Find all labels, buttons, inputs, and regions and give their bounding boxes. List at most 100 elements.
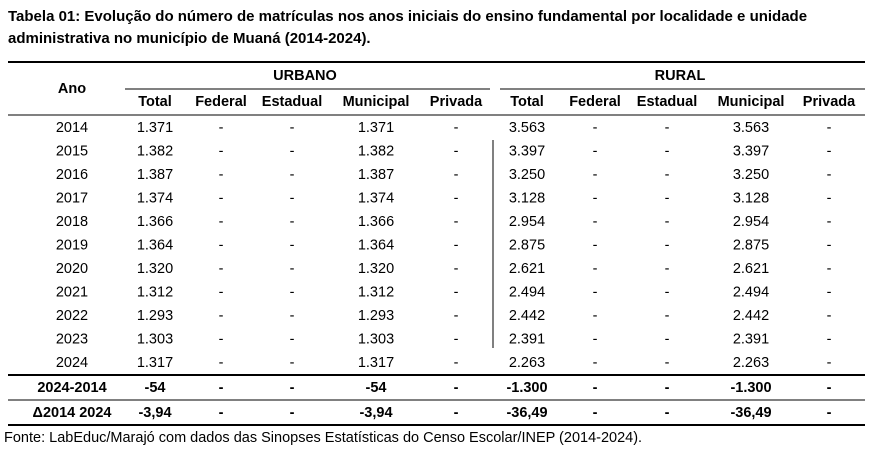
cell: 3.563 xyxy=(733,120,769,136)
cell: 1.303 xyxy=(358,331,394,347)
cell: 1.374 xyxy=(358,190,394,206)
cell: 2.442 xyxy=(509,308,545,324)
cell: - xyxy=(827,214,832,230)
year-cell: 2024 xyxy=(56,355,88,371)
column-header: Municipal xyxy=(343,94,410,110)
cell: - xyxy=(454,143,459,159)
summary-cell: - xyxy=(290,405,295,421)
cell: - xyxy=(827,167,832,183)
summary-cell: 2024-2014 xyxy=(37,380,106,396)
cell: - xyxy=(219,190,224,206)
summary-cell: - xyxy=(593,405,598,421)
cell: - xyxy=(593,120,598,136)
summary-cell: - xyxy=(454,405,459,421)
summary-cell: - xyxy=(665,405,670,421)
cell: - xyxy=(827,120,832,136)
cell: - xyxy=(593,167,598,183)
cell: - xyxy=(290,190,295,206)
cell: - xyxy=(593,308,598,324)
cell: 2.621 xyxy=(509,261,545,277)
cell: - xyxy=(665,237,670,253)
cell: - xyxy=(290,143,295,159)
cell: 2.263 xyxy=(509,355,545,371)
cell: 1.387 xyxy=(358,167,394,183)
cell: 1.320 xyxy=(358,261,394,277)
cell: 1.293 xyxy=(137,308,173,324)
cell: - xyxy=(454,308,459,324)
cell: 1.374 xyxy=(137,190,173,206)
cell: 2.442 xyxy=(733,308,769,324)
cell: - xyxy=(665,331,670,347)
column-header: Total xyxy=(510,94,544,110)
cell: 3.563 xyxy=(509,120,545,136)
cell: 1.366 xyxy=(137,214,173,230)
summary-cell: Δ2014 2024 xyxy=(33,405,112,421)
column-header: Estadual xyxy=(262,94,322,110)
cell: 1.303 xyxy=(137,331,173,347)
group-header: RURAL xyxy=(655,68,706,84)
cell: 1.366 xyxy=(358,214,394,230)
summary-cell: - xyxy=(827,405,832,421)
cell: - xyxy=(665,190,670,206)
cell: - xyxy=(593,237,598,253)
cell: 3.397 xyxy=(733,143,769,159)
cell: - xyxy=(290,261,295,277)
cell: - xyxy=(219,214,224,230)
year-cell: 2019 xyxy=(56,237,88,253)
cell: 2.621 xyxy=(733,261,769,277)
summary-cell: - xyxy=(290,380,295,396)
cell: - xyxy=(290,284,295,300)
cell: 3.397 xyxy=(509,143,545,159)
cell: - xyxy=(665,308,670,324)
cell: 1.320 xyxy=(137,261,173,277)
cell: 1.371 xyxy=(137,120,173,136)
year-cell: 2017 xyxy=(56,190,88,206)
cell: - xyxy=(219,143,224,159)
cell: 2.954 xyxy=(733,214,769,230)
column-header: Total xyxy=(138,94,172,110)
cell: 1.312 xyxy=(137,284,173,300)
cell: - xyxy=(827,355,832,371)
cell: 1.382 xyxy=(137,143,173,159)
summary-cell: - xyxy=(454,380,459,396)
cell: 1.293 xyxy=(358,308,394,324)
cell: 2.391 xyxy=(509,331,545,347)
cell: - xyxy=(290,355,295,371)
cell: 1.317 xyxy=(358,355,394,371)
summary-cell: -3,94 xyxy=(138,405,171,421)
cell: - xyxy=(665,355,670,371)
year-cell: 2022 xyxy=(56,308,88,324)
cell: - xyxy=(827,308,832,324)
cell: 1.382 xyxy=(358,143,394,159)
cell: - xyxy=(290,308,295,324)
cell: - xyxy=(827,190,832,206)
cell: - xyxy=(593,143,598,159)
cell: 3.128 xyxy=(733,190,769,206)
cell: - xyxy=(593,190,598,206)
cell: - xyxy=(827,261,832,277)
table-title: Tabela 01: Evolução do número de matrícu… xyxy=(8,8,808,47)
cell: - xyxy=(290,214,295,230)
column-header: Federal xyxy=(195,94,247,110)
cell: - xyxy=(593,261,598,277)
cell: - xyxy=(665,284,670,300)
cell: 2.391 xyxy=(733,331,769,347)
column-header: Privada xyxy=(430,94,483,110)
cell: 2.954 xyxy=(509,214,545,230)
cell: - xyxy=(290,120,295,136)
column-header: Federal xyxy=(569,94,621,110)
cell: 1.364 xyxy=(137,237,173,253)
year-header: Ano xyxy=(58,81,86,97)
cell: 1.387 xyxy=(137,167,173,183)
cell: - xyxy=(454,355,459,371)
cell: - xyxy=(219,120,224,136)
year-cell: 2016 xyxy=(56,167,88,183)
cell: - xyxy=(665,120,670,136)
column-header: Privada xyxy=(803,94,856,110)
year-cell: 2018 xyxy=(56,214,88,230)
year-cell: 2021 xyxy=(56,284,88,300)
summary-cell: - xyxy=(593,380,598,396)
cell: - xyxy=(290,237,295,253)
